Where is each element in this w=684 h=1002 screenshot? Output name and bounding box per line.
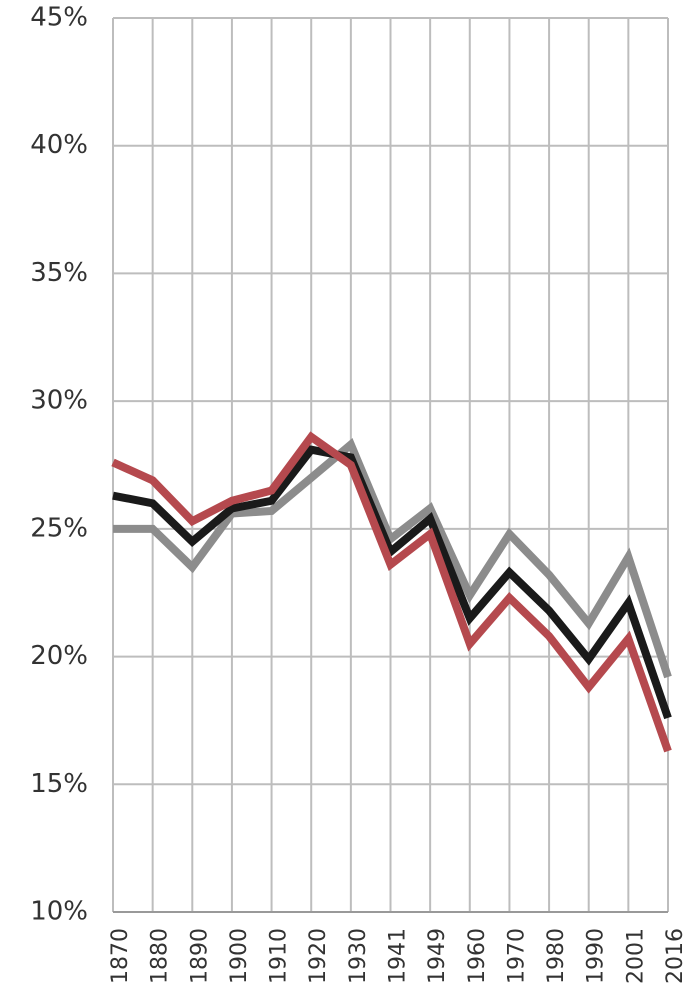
x-tick-label: 1970	[504, 928, 529, 984]
y-tick-label: 25%	[30, 513, 88, 543]
series-line	[112, 445, 672, 720]
y-tick-label: 40%	[30, 130, 88, 160]
x-tick-label: 1941	[386, 928, 411, 984]
x-tick-label: 2001	[623, 928, 648, 984]
x-tick-label: 1930	[346, 928, 371, 984]
y-tick-label: 15%	[30, 769, 88, 799]
y-tick-label: 20%	[30, 641, 88, 671]
x-tick-label: 1960	[465, 928, 490, 984]
x-tick-label: 1920	[306, 928, 331, 984]
x-tick-label: 2016	[663, 928, 684, 984]
x-tick-label: 1910	[267, 928, 292, 984]
x-tick-label: 1890	[187, 928, 212, 984]
x-tick-label: 1900	[227, 928, 252, 984]
x-tick-label: 1880	[148, 928, 173, 984]
y-tick-label: 10%	[30, 897, 88, 927]
y-tick-label: 30%	[30, 386, 88, 416]
x-tick-label: 1870	[108, 928, 133, 984]
series-line	[113, 438, 672, 679]
x-tick-label: 1990	[584, 928, 609, 984]
series-line	[111, 431, 672, 753]
x-tick-label: 1949	[425, 928, 450, 984]
y-tick-label: 35%	[30, 258, 88, 288]
x-tick-label: 1980	[544, 928, 569, 984]
y-tick-label: 45%	[30, 3, 88, 33]
